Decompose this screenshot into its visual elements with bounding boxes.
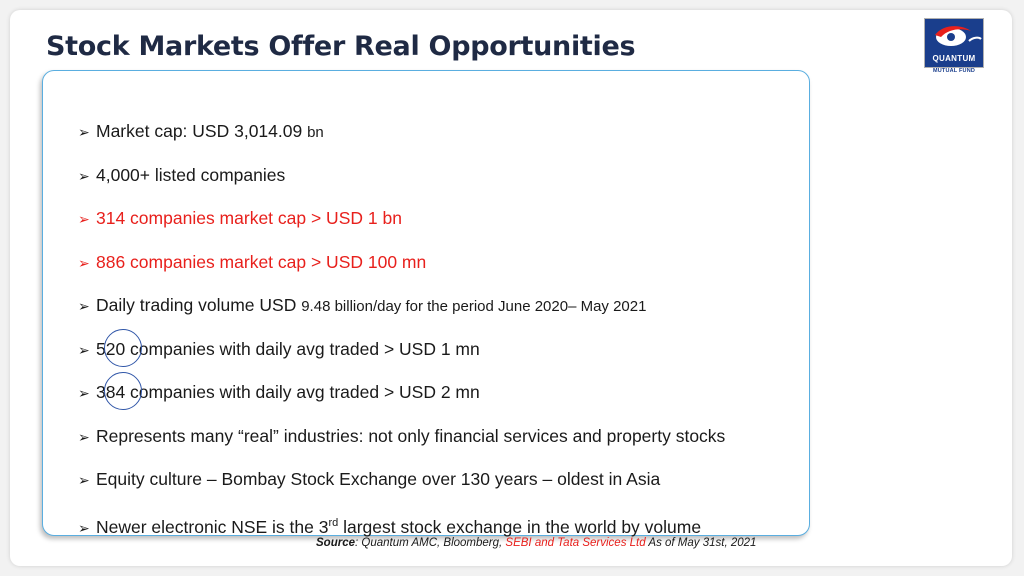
source-label: Source [316, 537, 355, 549]
slide-title: Stock Markets Offer Real Opportunities [46, 31, 636, 62]
bullet-listed-companies: ➢ 4,000+ listed companies [78, 165, 285, 186]
source-text: : Quantum AMC, Bloomberg, [355, 537, 506, 549]
bullet-text: Equity culture – Bombay Stock Exchange o… [96, 469, 661, 489]
bullet-text: 520 companies with daily avg traded > US… [96, 339, 480, 359]
logo-swirl-icon [935, 26, 982, 46]
bullet-886-companies: ➢ 886 companies market cap > USD 100 mn [78, 252, 426, 273]
content-box [42, 70, 810, 536]
bullet-384-companies: ➢ 384 companies with daily avg traded > U… [78, 382, 480, 403]
bullet-nse: ➢ Newer electronic NSE is the 3rd largest… [78, 513, 701, 538]
bullet-industries: ➢ Represents many “real” industries: not … [78, 426, 725, 447]
arrow-bullet-icon: ➢ [78, 168, 90, 184]
bullet-tail: bn [307, 124, 324, 141]
source-note: Source: Quantum AMC, Bloomberg, SEBI and… [316, 537, 756, 549]
bullet-market-cap: ➢ Market cap: USD 3,014.09 bn [78, 121, 324, 143]
logo-word: QUANTUM [932, 54, 976, 63]
source-suffix: As of May 31st, 2021 [645, 537, 757, 549]
arrow-bullet-icon: ➢ [78, 342, 90, 358]
arrow-bullet-icon: ➢ [78, 124, 90, 140]
arrow-bullet-icon: ➢ [78, 255, 90, 271]
source-highlight: SEBI and Tata Services Ltd [505, 537, 646, 549]
bullet-text: Market cap: USD 3,014.09 [96, 121, 308, 141]
bullet-superscript: rd [328, 517, 339, 529]
bullet-text: 886 companies market cap > USD 100 mn [96, 252, 427, 272]
arrow-bullet-icon: ➢ [78, 211, 90, 227]
logo-mark: QUANTUM [924, 18, 984, 68]
bullet-trading-volume: ➢ Daily trading volume USD 9.48 billion/d… [78, 295, 646, 317]
bullet-equity-culture: ➢ Equity culture – Bombay Stock Exchange … [78, 469, 660, 490]
highlight-circle [104, 372, 142, 410]
highlight-circle [104, 329, 142, 367]
bullet-520-companies: ➢ 520 companies with daily avg traded > U… [78, 339, 480, 360]
logo-subtitle: MUTUAL FUND [932, 68, 976, 74]
bullet-tail: 9.48 billion/day for the period June 202… [301, 298, 647, 315]
bullet-text: 314 companies market cap > USD 1 bn [96, 208, 402, 228]
bullet-tail: largest stock exchange in the world by v… [338, 516, 702, 537]
arrow-bullet-icon: ➢ [78, 519, 90, 536]
arrow-bullet-icon: ➢ [78, 429, 90, 445]
bullet-text: 4,000+ listed companies [96, 165, 286, 185]
arrow-bullet-icon: ➢ [78, 298, 90, 314]
bullet-text: Newer electronic NSE is the 3 [96, 516, 329, 537]
bullet-text: Daily trading volume USD [96, 295, 302, 315]
quantum-logo: QUANTUM MUTUAL FUND [924, 18, 984, 80]
bullet-314-companies: ➢ 314 companies market cap > USD 1 bn [78, 208, 402, 229]
bullet-text: Represents many “real” industries: not o… [96, 426, 726, 446]
arrow-bullet-icon: ➢ [78, 472, 90, 488]
arrow-bullet-icon: ➢ [78, 385, 90, 401]
bullet-text: 384 companies with daily avg traded > US… [96, 382, 480, 402]
